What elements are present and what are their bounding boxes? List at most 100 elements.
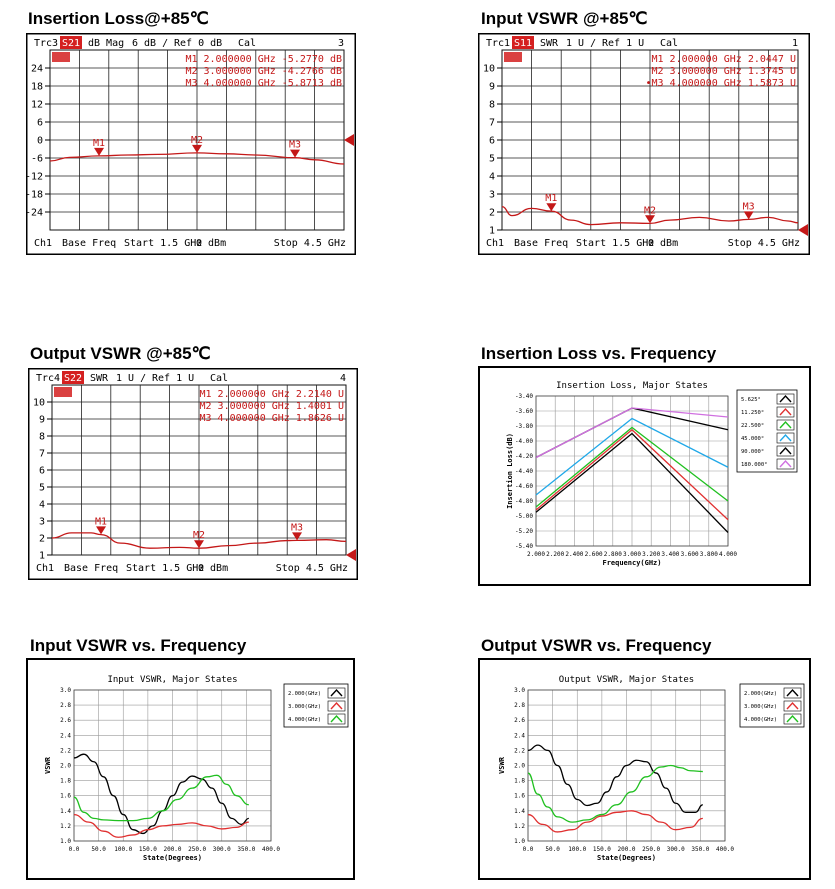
marker-m2 bbox=[645, 215, 655, 224]
x-tick-label: 150.0 bbox=[593, 846, 611, 853]
y-tick-label: 10 bbox=[33, 398, 45, 409]
x-tick-label: 200.0 bbox=[617, 846, 635, 853]
trace-line bbox=[51, 532, 347, 549]
trace-label: Trc4 bbox=[36, 373, 60, 384]
y-tick-label: 18 bbox=[31, 82, 43, 93]
y-tick-label: -3.60 bbox=[515, 408, 533, 415]
marker-m3 bbox=[290, 149, 300, 158]
x-tick-label: 400.0 bbox=[716, 846, 734, 853]
marker-m3 bbox=[292, 532, 302, 541]
y-axis-label: Insertion Loss(dB) bbox=[506, 433, 514, 509]
y-tick-label: -5.00 bbox=[515, 513, 533, 520]
y-tick-label: 7 bbox=[39, 449, 45, 460]
cal-label: Cal bbox=[210, 373, 228, 384]
series-line bbox=[73, 774, 249, 822]
footer-power: 0 dBm bbox=[648, 238, 678, 249]
legend-label: 180.000° bbox=[741, 462, 768, 468]
marker-label: M3 bbox=[743, 201, 755, 212]
y-tick-label: 8 bbox=[489, 100, 495, 111]
reference-level-arrow bbox=[346, 549, 356, 561]
y-tick-label: 9 bbox=[39, 415, 45, 426]
scale-label: 1 U / bbox=[566, 38, 596, 49]
series-line bbox=[527, 810, 703, 833]
panel-title-insertion-loss-85c: Insertion Loss@+85℃ bbox=[28, 9, 209, 28]
channel-number: 1 bbox=[792, 38, 798, 49]
y-tick-label: 3.0 bbox=[514, 687, 525, 694]
marker-m3 bbox=[743, 211, 754, 220]
x-tick-label: 250.0 bbox=[188, 846, 206, 853]
legend-swatch-box bbox=[783, 700, 802, 712]
trace-label: Trc3 bbox=[34, 38, 58, 49]
marker-readout: M2 3.000000 GHz -4.2766 dB bbox=[185, 66, 342, 77]
legend-label: 5.625° bbox=[741, 397, 761, 403]
y-tick-label: 1.8 bbox=[60, 778, 71, 785]
y-tick-label: 1.0 bbox=[514, 838, 525, 845]
footer-mode: Base Freq bbox=[64, 563, 118, 574]
footer-stop: Stop 4.5 GHz bbox=[274, 238, 346, 249]
x-tick-label: 300.0 bbox=[667, 846, 685, 853]
y-tick-label: -12 bbox=[26, 172, 43, 183]
x-axis-label: State(Degrees) bbox=[597, 854, 656, 862]
y-tick-label: -3.40 bbox=[515, 393, 533, 400]
y-tick-label: -6 bbox=[31, 154, 43, 165]
x-tick-label: 4.000 bbox=[719, 551, 737, 558]
y-tick-label: 1.8 bbox=[514, 778, 525, 785]
legend-swatch-box bbox=[327, 687, 346, 699]
footer-channel: Ch1 bbox=[36, 563, 54, 574]
y-tick-label: 1 bbox=[39, 551, 45, 562]
y-tick-label: 2.6 bbox=[60, 717, 71, 724]
analyzer-frame bbox=[28, 368, 358, 580]
panel-title-input-vswr-85c: Input VSWR @+85℃ bbox=[481, 9, 648, 28]
trace-origin-badge bbox=[52, 52, 70, 62]
trace-line bbox=[49, 152, 345, 165]
y-tick-label: 1.4 bbox=[60, 808, 71, 815]
y-tick-label: -4.80 bbox=[515, 498, 533, 505]
channel-number: 3 bbox=[338, 38, 344, 49]
plot-title: Input VSWR, Major States bbox=[107, 675, 237, 685]
panel-title-output-vswr-85c: Output VSWR @+85℃ bbox=[30, 344, 211, 363]
x-tick-label: 2.200 bbox=[546, 551, 564, 558]
legend-label: 4.000(GHz) bbox=[288, 717, 321, 723]
marker-label: M3 bbox=[291, 522, 303, 533]
trace-label: Trc1 bbox=[486, 38, 510, 49]
y-tick-label: 2.4 bbox=[60, 732, 71, 739]
legend-label: 22.500° bbox=[741, 423, 764, 429]
marker-m1 bbox=[94, 147, 104, 156]
y-tick-label: -3.80 bbox=[515, 423, 533, 430]
legend-swatch-box bbox=[783, 713, 802, 725]
footer-power: 0 dBm bbox=[198, 563, 228, 574]
param-badge bbox=[60, 36, 82, 49]
legend-swatch-4 bbox=[779, 446, 792, 455]
y-tick-label: 2.6 bbox=[514, 717, 525, 724]
x-tick-label: 0.0 bbox=[523, 846, 534, 853]
y-tick-label: 4 bbox=[39, 500, 45, 511]
legend-swatch-box bbox=[776, 393, 795, 405]
y-tick-label: 6 bbox=[37, 118, 43, 129]
legend-label: 4.000(GHz) bbox=[744, 717, 777, 723]
analyzer-screen-s11: Trc1 S11 SWR 1 U / Ref 1 U Cal 1 10 9 8 7 6 5 4 3 2 1 M1 M… bbox=[478, 33, 810, 255]
x-tick-label: 0.0 bbox=[69, 846, 80, 853]
y-tick-label: 24 bbox=[31, 64, 43, 75]
format-label: SWR bbox=[90, 373, 109, 384]
marker-m2 bbox=[192, 144, 202, 153]
plot-area bbox=[527, 689, 726, 842]
panel-title-insertion-loss-vs-frequency: Insertion Loss vs. Frequency bbox=[481, 344, 717, 363]
legend-label: 90.000° bbox=[741, 449, 764, 455]
param-label: S22 bbox=[64, 373, 82, 384]
x-tick-label: 3.000 bbox=[623, 551, 641, 558]
y-tick-label: 9 bbox=[489, 82, 495, 93]
legend-swatch-box bbox=[327, 713, 346, 725]
x-tick-label: 3.800 bbox=[700, 551, 718, 558]
footer-start: Start 1.5 GHz bbox=[124, 238, 202, 249]
y-tick-label: 6 bbox=[489, 136, 495, 147]
y-tick-label: 6 bbox=[39, 466, 45, 477]
legend-swatch-1 bbox=[779, 407, 792, 416]
channel-number: 4 bbox=[340, 373, 346, 384]
legend-label: 11.250° bbox=[741, 410, 764, 416]
ref-label: Ref 1 U bbox=[602, 38, 644, 49]
x-tick-label: 3.200 bbox=[642, 551, 660, 558]
footer-channel: Ch1 bbox=[486, 238, 504, 249]
trace-origin-badge bbox=[54, 387, 72, 397]
marker-m1 bbox=[96, 526, 106, 535]
y-tick-label: -4.40 bbox=[515, 468, 533, 475]
